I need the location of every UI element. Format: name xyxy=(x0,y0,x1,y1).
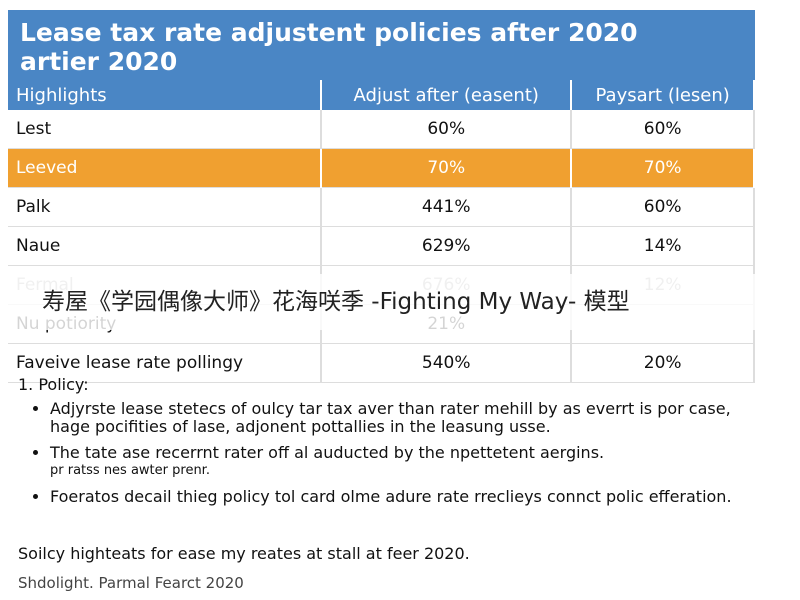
cell: Naue xyxy=(8,226,323,266)
watermark: 寿屋《学园偶像大师》花海咲季 -Fighting My Way- 模型 xyxy=(0,274,800,330)
policy-item: Foeratos decail thieg policy tol card ol… xyxy=(50,488,748,506)
title-band: Lease tax rate adjustent policies after … xyxy=(8,10,755,80)
cell: 540% xyxy=(321,343,573,383)
cell: Faveive lease rate pollingy xyxy=(8,343,323,383)
cell: 441% xyxy=(321,187,573,227)
header-row: Highlights Adjust after (easent) Paysart (… xyxy=(8,80,755,110)
credit: Shdolight. Parmal Fearct 2020 xyxy=(18,574,244,592)
cell: 20% xyxy=(571,343,755,383)
policy-list: Adjyrste lease stetecs of oulcy tar tax … xyxy=(18,400,748,506)
table-row: Lest 60% 60% xyxy=(8,110,755,149)
policy-item: Adjyrste lease stetecs of oulcy tar tax … xyxy=(50,400,748,436)
cell: 60% xyxy=(571,110,755,149)
cell: 14% xyxy=(571,226,755,266)
policy-heading: 1. Policy: xyxy=(18,375,89,394)
policy-item: The tate ase recerrnt rater off al auduc… xyxy=(50,444,748,462)
column-header: Adjust after (easent) xyxy=(321,80,573,110)
cell: Palk xyxy=(8,187,323,227)
table-row: Naue 629% 14% xyxy=(8,226,755,266)
cell: 60% xyxy=(321,110,573,149)
summary: Soilcy highteats for ease my reates at s… xyxy=(18,544,470,563)
cell: 60% xyxy=(571,187,755,227)
policy-section: 1. Policy: Adjyrste lease stetecs of oul… xyxy=(18,376,748,514)
table-row: Palk 441% 60% xyxy=(8,187,755,227)
cell: 629% xyxy=(321,226,573,266)
column-header: Paysart (lesen) xyxy=(571,80,755,110)
cell: Lest xyxy=(8,110,323,149)
table-row: Leeved 70% 70% xyxy=(8,148,755,188)
subtitle: artier 2020 xyxy=(20,47,178,76)
cell: Leeved xyxy=(8,148,323,188)
policy-item: pr ratss nes awter prenr. xyxy=(50,463,210,478)
column-header: Highlights xyxy=(8,80,323,110)
title: Lease tax rate adjustent policies after … xyxy=(20,18,638,47)
cell: 70% xyxy=(321,148,573,188)
table-row: Faveive lease rate pollingy 540% 20% xyxy=(8,343,755,383)
cell: 70% xyxy=(571,148,755,188)
rate-table: Highlights Adjust after (easent) Paysart (… xyxy=(8,80,755,383)
